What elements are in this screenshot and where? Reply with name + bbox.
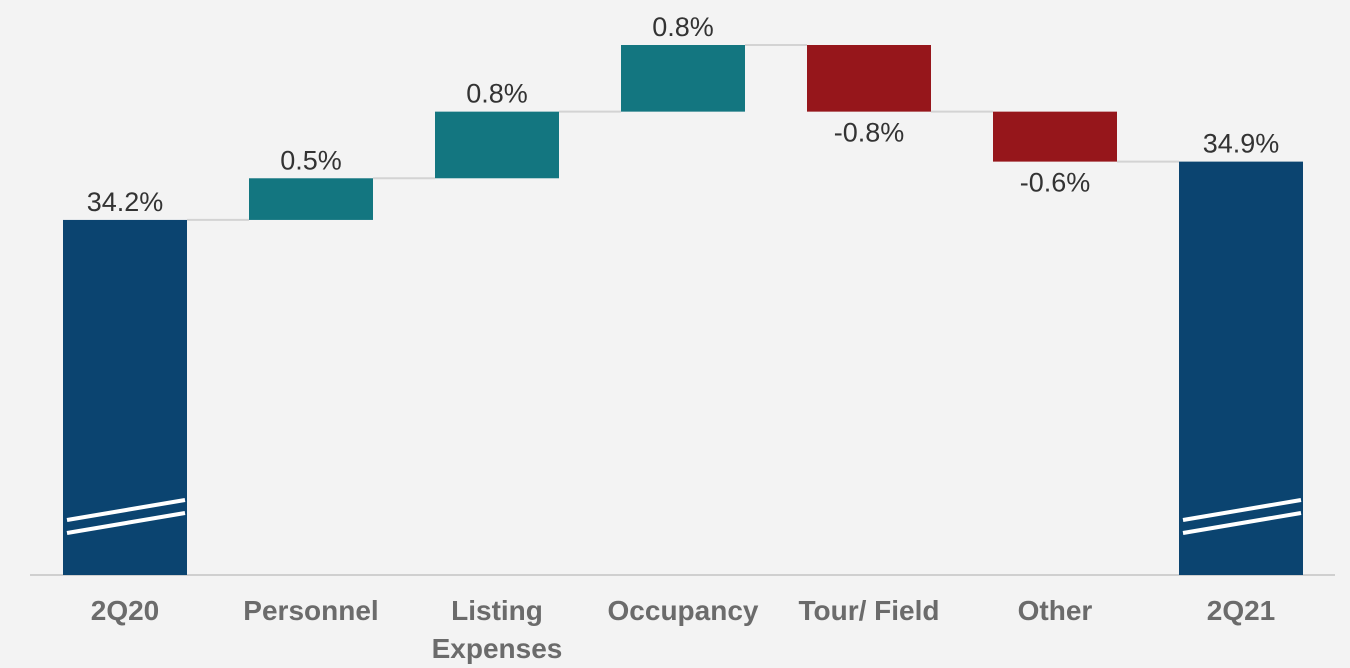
axis-break	[66, 511, 186, 535]
data-label: 0.8%	[652, 12, 714, 42]
data-label: 34.9%	[1203, 129, 1280, 159]
bar	[807, 45, 931, 112]
x-tick-label: Tour/ Field	[798, 595, 940, 626]
bar	[435, 111, 559, 179]
bar	[993, 111, 1117, 162]
data-label: -0.6%	[1020, 168, 1091, 198]
x-tick-label: 2Q21	[1206, 595, 1276, 626]
x-tick-label: Personnel	[243, 595, 379, 626]
x-tick-label: 2Q20	[90, 595, 160, 626]
axis-break	[1182, 498, 1302, 522]
bar	[1179, 161, 1303, 575]
x-tick-label: Other	[1017, 595, 1093, 626]
x-tick-label: Occupancy	[607, 595, 759, 626]
bar	[249, 178, 373, 220]
axis-break	[66, 498, 186, 522]
x-tick-label: Listing Expenses	[431, 595, 563, 664]
data-label: -0.8%	[834, 118, 905, 148]
data-label: 0.8%	[466, 79, 528, 109]
data-label: 34.2%	[87, 187, 164, 217]
bar	[621, 45, 745, 112]
axis-break	[1182, 511, 1302, 535]
data-label: 0.5%	[280, 145, 342, 175]
